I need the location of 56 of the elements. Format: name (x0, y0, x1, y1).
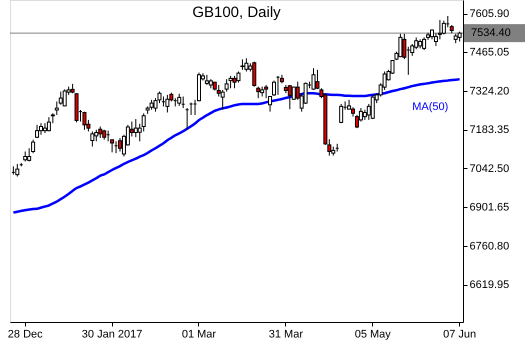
x-tick-label: 30 Jan 2017 (82, 328, 142, 340)
candlestick (272, 80, 276, 96)
candlestick (204, 74, 209, 86)
y-tick-label: 6619.95 (470, 279, 510, 292)
y-tick-label: 6901.65 (470, 202, 510, 214)
candlestick (165, 94, 170, 113)
y-tick-label: 7183.35 (470, 124, 510, 136)
candlestick (370, 94, 375, 120)
x-tick-label: 28 Dec (8, 328, 44, 340)
candlestick (240, 58, 244, 70)
candlestick (220, 89, 225, 110)
x-tick-label: 01 Mar (182, 328, 216, 340)
candlestick (150, 99, 154, 110)
candlestick (398, 33, 402, 58)
y-tick-label: 7042.50 (470, 162, 510, 175)
y-tick-label: 7324.20 (470, 85, 510, 98)
candlestick (70, 83, 75, 94)
candlestick (23, 151, 28, 162)
candlestick (228, 75, 233, 89)
candlestick (288, 84, 292, 110)
candlestick (208, 78, 213, 89)
candlestick (35, 124, 40, 139)
candlestick (42, 122, 47, 134)
candlestick (15, 163, 20, 178)
candlestick (98, 126, 102, 139)
series-label: MA(50) (412, 101, 448, 113)
y-tick-label: 7465.05 (470, 46, 510, 59)
line-series (12, 78, 461, 214)
candlestick (339, 103, 344, 124)
candlestick (232, 75, 237, 89)
y-tick-label: 6760.80 (470, 240, 510, 252)
candlestick (252, 61, 256, 88)
ref-line-label: 7534.40 (471, 27, 511, 40)
candlestick (418, 38, 422, 49)
candlestick (177, 93, 182, 106)
chart-title: GB100, Daily (192, 4, 282, 21)
candlestick (224, 78, 229, 92)
candlestick (134, 118, 138, 138)
candlestick (90, 130, 94, 148)
candlestick (260, 86, 264, 98)
candlestick (312, 68, 316, 90)
candlestick (256, 86, 260, 99)
x-tick-label: 05 May (354, 328, 392, 340)
candlestick (82, 111, 86, 130)
candlestick (39, 122, 44, 136)
x-tick-label: 31 Mar (268, 328, 304, 340)
y-tick-label: 7605.90 (470, 8, 510, 20)
candlestick (244, 58, 248, 72)
x-tick-label: 07 Jun (443, 328, 476, 340)
candlestick (46, 116, 51, 132)
candlestick (422, 36, 426, 51)
candlestick (454, 33, 458, 44)
candlestick (102, 129, 106, 140)
candlestick (62, 88, 67, 107)
candlestick (118, 138, 122, 152)
candlestick (54, 100, 59, 116)
